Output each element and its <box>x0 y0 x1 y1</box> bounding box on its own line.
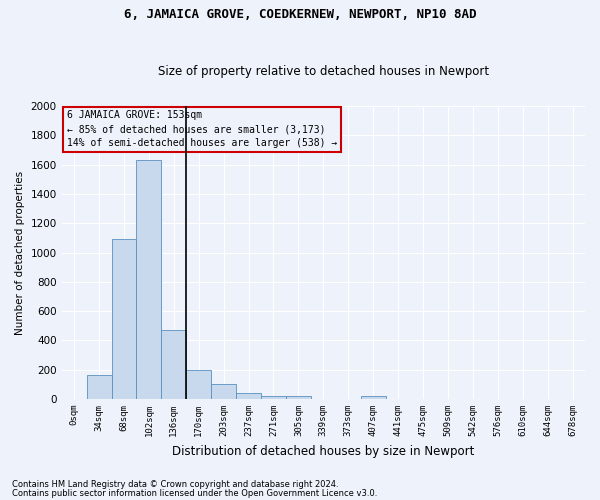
Text: Contains HM Land Registry data © Crown copyright and database right 2024.: Contains HM Land Registry data © Crown c… <box>12 480 338 489</box>
Bar <box>211 384 236 399</box>
Bar <box>86 375 112 399</box>
Bar <box>136 160 161 399</box>
Bar <box>286 396 311 399</box>
Bar <box>261 396 286 399</box>
X-axis label: Distribution of detached houses by size in Newport: Distribution of detached houses by size … <box>172 444 475 458</box>
Bar <box>236 393 261 399</box>
Title: Size of property relative to detached houses in Newport: Size of property relative to detached ho… <box>158 66 489 78</box>
Bar <box>361 396 386 399</box>
Text: 6 JAMAICA GROVE: 153sqm
← 85% of detached houses are smaller (3,173)
14% of semi: 6 JAMAICA GROVE: 153sqm ← 85% of detache… <box>67 110 337 148</box>
Text: 6, JAMAICA GROVE, COEDKERNEW, NEWPORT, NP10 8AD: 6, JAMAICA GROVE, COEDKERNEW, NEWPORT, N… <box>124 8 476 20</box>
Bar <box>161 330 186 399</box>
Y-axis label: Number of detached properties: Number of detached properties <box>15 170 25 334</box>
Text: Contains public sector information licensed under the Open Government Licence v3: Contains public sector information licen… <box>12 488 377 498</box>
Bar <box>112 240 136 399</box>
Bar <box>186 370 211 399</box>
